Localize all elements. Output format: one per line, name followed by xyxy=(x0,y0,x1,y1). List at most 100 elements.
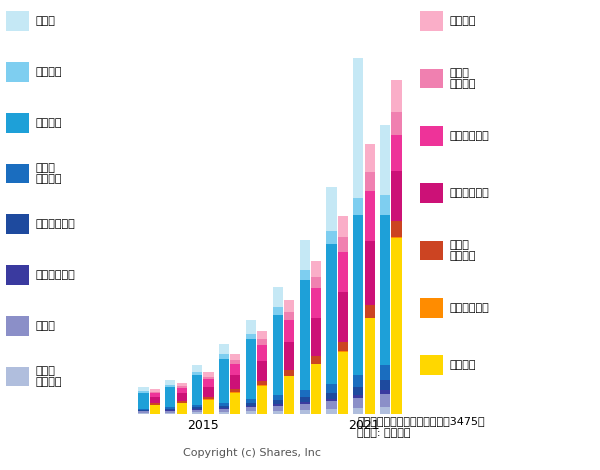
Bar xyxy=(139,411,149,413)
Bar xyxy=(139,408,149,410)
Bar xyxy=(380,394,391,407)
Bar xyxy=(139,410,149,411)
Bar xyxy=(284,312,294,320)
Bar xyxy=(365,305,375,318)
Bar xyxy=(326,409,337,414)
Bar xyxy=(165,409,175,410)
Bar xyxy=(192,412,202,414)
Bar xyxy=(299,401,310,404)
Bar xyxy=(338,216,348,237)
Text: 少数株主持分: 少数株主持分 xyxy=(450,303,490,313)
Bar xyxy=(192,409,202,412)
Bar xyxy=(380,365,391,380)
Bar xyxy=(192,375,202,405)
Bar xyxy=(165,413,175,414)
Text: 短期借入金等: 短期借入金等 xyxy=(450,131,490,141)
Bar xyxy=(139,391,149,392)
Bar xyxy=(284,370,294,376)
Bar xyxy=(365,191,375,241)
Bar xyxy=(299,270,310,280)
Bar xyxy=(391,80,401,112)
Bar xyxy=(272,395,283,400)
Bar xyxy=(338,291,348,342)
Text: 棚卸資産: 棚卸資産 xyxy=(36,118,62,128)
Bar xyxy=(192,407,202,409)
Bar xyxy=(230,360,241,364)
Bar xyxy=(257,361,268,381)
Bar xyxy=(391,237,401,414)
Bar xyxy=(326,244,337,384)
Bar xyxy=(203,387,214,397)
Bar xyxy=(311,288,321,318)
Bar xyxy=(311,277,321,288)
Bar xyxy=(219,408,229,412)
Bar xyxy=(353,387,364,395)
Bar xyxy=(299,397,310,401)
Bar xyxy=(230,364,241,375)
Bar xyxy=(311,318,321,356)
Bar xyxy=(326,187,337,231)
Bar xyxy=(353,198,364,215)
Bar xyxy=(353,408,364,414)
Bar xyxy=(311,364,321,414)
Bar xyxy=(380,390,391,394)
Bar xyxy=(176,393,187,400)
Bar xyxy=(272,404,283,406)
Bar xyxy=(338,352,348,414)
Bar xyxy=(326,231,337,244)
Text: その他
固定資産: その他 固定資産 xyxy=(36,366,62,387)
Bar xyxy=(246,400,256,403)
Bar xyxy=(165,407,175,409)
Bar xyxy=(353,58,364,198)
Bar xyxy=(257,345,268,361)
Bar xyxy=(139,413,149,414)
Bar xyxy=(230,375,241,389)
Bar xyxy=(149,403,160,405)
Text: 現金等: 現金等 xyxy=(36,16,56,26)
Bar xyxy=(257,381,268,385)
Bar xyxy=(219,354,229,359)
Bar xyxy=(365,241,375,305)
Text: その他
流動資産: その他 流動資産 xyxy=(36,163,62,184)
Bar xyxy=(380,407,391,414)
Bar xyxy=(176,388,187,393)
Bar xyxy=(353,375,364,387)
Text: 売上債権: 売上債権 xyxy=(36,67,62,77)
Bar xyxy=(230,392,241,414)
Bar xyxy=(219,402,229,406)
Bar xyxy=(338,342,348,352)
Bar xyxy=(284,320,294,342)
Bar xyxy=(246,320,256,334)
Bar xyxy=(353,215,364,375)
Bar xyxy=(246,411,256,414)
Bar xyxy=(219,344,229,354)
Bar xyxy=(230,354,241,360)
Bar xyxy=(299,410,310,414)
Bar xyxy=(219,406,229,407)
Bar xyxy=(380,125,391,195)
Bar xyxy=(176,383,187,386)
Bar xyxy=(139,392,149,408)
Bar xyxy=(338,251,348,291)
Bar xyxy=(230,389,241,392)
Bar xyxy=(192,372,202,375)
Bar xyxy=(391,221,401,237)
Bar xyxy=(380,380,391,390)
Text: 株主資本: 株主資本 xyxy=(450,360,476,370)
Bar xyxy=(203,397,214,400)
Bar xyxy=(338,237,348,251)
Bar xyxy=(365,144,375,172)
Text: 株式会社グッドコムアセット（3475）
（単位: 百万円）: 株式会社グッドコムアセット（3475） （単位: 百万円） xyxy=(357,416,485,438)
Bar xyxy=(176,386,187,388)
Bar xyxy=(326,384,337,393)
Bar xyxy=(391,135,401,171)
Bar xyxy=(246,406,256,407)
Bar xyxy=(192,365,202,372)
Text: その他
流動負債: その他 流動負債 xyxy=(450,68,476,89)
Bar xyxy=(284,342,294,370)
Bar xyxy=(299,404,310,410)
Bar xyxy=(165,410,175,411)
Text: 投資等: 投資等 xyxy=(36,321,56,331)
Bar xyxy=(139,387,149,391)
Bar xyxy=(272,307,283,315)
